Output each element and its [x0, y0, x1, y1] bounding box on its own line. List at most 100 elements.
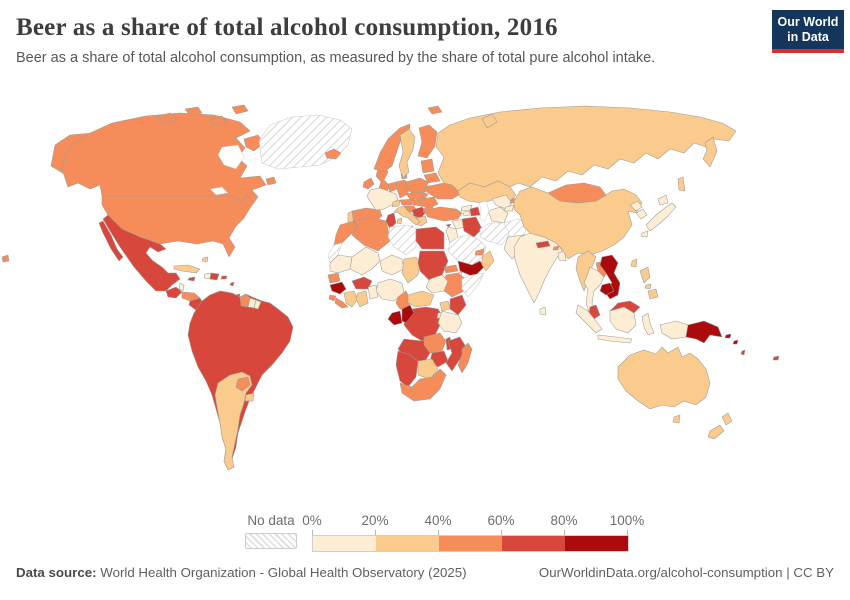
country-namibia[interactable]	[395, 350, 419, 388]
arctic-island[interactable]	[231, 104, 249, 115]
country-bahamas[interactable]	[201, 256, 209, 263]
country-solomon-1[interactable]	[724, 333, 732, 339]
country-switzerland[interactable]	[391, 199, 401, 208]
country-sardinia[interactable]	[396, 217, 403, 225]
country-mexico[interactable]	[102, 214, 181, 292]
country-guinea[interactable]	[329, 281, 347, 295]
country-philippines-luzon[interactable]	[639, 266, 651, 284]
arctic-island[interactable]	[209, 115, 227, 126]
country-lesser-antilles[interactable]	[229, 281, 235, 287]
country-ireland[interactable]	[362, 177, 375, 190]
country-uganda[interactable]	[439, 300, 451, 312]
country-sakhalin[interactable]	[677, 176, 686, 192]
country-austria[interactable]	[399, 198, 415, 206]
country-armenia[interactable]	[462, 210, 471, 217]
country-burkina-faso[interactable]	[351, 276, 373, 290]
country-philippines-visayas[interactable]	[644, 283, 652, 290]
country-fiji[interactable]	[772, 355, 780, 361]
country-somalia[interactable]	[461, 272, 485, 298]
country-senegal[interactable]	[327, 272, 341, 284]
country-cambodia[interactable]	[599, 282, 615, 296]
country-iran[interactable]	[479, 222, 511, 246]
country-hawaii-us[interactable]	[1, 254, 10, 263]
country-sumatra[interactable]	[575, 304, 603, 334]
country-svalbard[interactable]	[427, 105, 443, 115]
country-newfoundland[interactable]	[265, 176, 277, 186]
country-mozambique[interactable]	[445, 336, 467, 372]
legend-no-data-swatch[interactable]	[245, 533, 297, 549]
country-russia[interactable]	[435, 105, 737, 192]
country-saudi-arabia[interactable]	[447, 234, 487, 266]
country-iraq[interactable]	[461, 216, 483, 238]
country-baltics[interactable]	[420, 158, 435, 174]
country-congo[interactable]	[401, 304, 415, 324]
country-java[interactable]	[597, 334, 633, 344]
country-argentina-chile[interactable]	[214, 371, 253, 471]
legend-bin-60-80%[interactable]	[502, 536, 565, 551]
country-egypt[interactable]	[415, 226, 445, 250]
country-australia[interactable]	[617, 346, 711, 410]
country-botswana[interactable]	[417, 358, 439, 380]
legend-bin-20-40%[interactable]	[376, 536, 439, 551]
country-uae[interactable]	[474, 248, 485, 256]
country-niger[interactable]	[379, 254, 405, 276]
country-iceland[interactable]	[324, 148, 342, 160]
country-sulawesi[interactable]	[641, 312, 655, 336]
country-tanzania[interactable]	[437, 310, 463, 334]
country-cyprus[interactable]	[445, 223, 452, 228]
country-greenland[interactable]	[258, 114, 353, 170]
country-sierra-leone[interactable]	[328, 294, 337, 302]
country-nepal[interactable]	[535, 240, 551, 249]
country-jamaica[interactable]	[187, 276, 196, 282]
country-serbia-bosnia[interactable]	[411, 206, 427, 219]
country-zambia[interactable]	[423, 332, 447, 354]
country-togo-benin[interactable]	[367, 284, 379, 300]
country-libya[interactable]	[387, 224, 417, 256]
country-cote-divoire[interactable]	[343, 290, 359, 308]
country-sri-lanka[interactable]	[539, 306, 547, 316]
country-oman[interactable]	[481, 250, 495, 272]
country-japan-hokkaido[interactable]	[657, 194, 669, 206]
legend-bin-0-20%[interactable]	[313, 536, 376, 551]
country-kalimantan[interactable]	[609, 306, 637, 334]
country-belize[interactable]	[178, 282, 185, 292]
country-vanuatu[interactable]	[740, 349, 746, 356]
country-kamchatka[interactable]	[702, 136, 718, 168]
country-south-africa[interactable]	[399, 368, 447, 402]
legend-bin-40-60%[interactable]	[439, 536, 502, 551]
country-mongolia[interactable]	[547, 182, 607, 204]
country-novaya-zemlya[interactable]	[481, 113, 498, 129]
country-west-papua[interactable]	[659, 320, 689, 340]
country-new-zealand-north[interactable]	[721, 412, 733, 426]
country-chad[interactable]	[401, 256, 421, 284]
country-vietnam[interactable]	[599, 254, 621, 300]
country-kenya[interactable]	[449, 294, 467, 316]
country-romania[interactable]	[419, 196, 439, 209]
country-south-korea[interactable]	[635, 208, 648, 220]
country-japan-honshu[interactable]	[645, 202, 677, 232]
country-south-sudan[interactable]	[425, 274, 449, 294]
country-finland[interactable]	[417, 124, 438, 159]
country-canada[interactable]	[61, 112, 267, 203]
country-taiwan[interactable]	[630, 258, 638, 268]
country-eritrea[interactable]	[443, 264, 459, 274]
country-mali[interactable]	[349, 246, 381, 276]
country-guatemala[interactable]	[165, 286, 183, 299]
country-bangladesh[interactable]	[557, 250, 567, 262]
country-turkmenistan[interactable]	[487, 206, 509, 224]
citation-url[interactable]: OurWorldinData.org/alcohol-consumption |…	[538, 565, 834, 580]
country-algeria[interactable]	[351, 216, 391, 252]
country-azerbaijan[interactable]	[469, 206, 481, 217]
arctic-island[interactable]	[155, 112, 179, 124]
country-sweden[interactable]	[398, 128, 416, 179]
country-uruguay[interactable]	[244, 392, 255, 402]
country-papua-new-guinea[interactable]	[685, 320, 723, 344]
country-gabon[interactable]	[387, 310, 403, 326]
country-japan-kyushu[interactable]	[640, 230, 649, 238]
country-poland[interactable]	[405, 177, 429, 195]
country-tajikistan[interactable]	[503, 204, 515, 212]
country-madagascar[interactable]	[457, 342, 473, 374]
country-solomon-2[interactable]	[732, 339, 739, 345]
country-france[interactable]	[366, 187, 399, 211]
country-ghana[interactable]	[355, 290, 369, 308]
